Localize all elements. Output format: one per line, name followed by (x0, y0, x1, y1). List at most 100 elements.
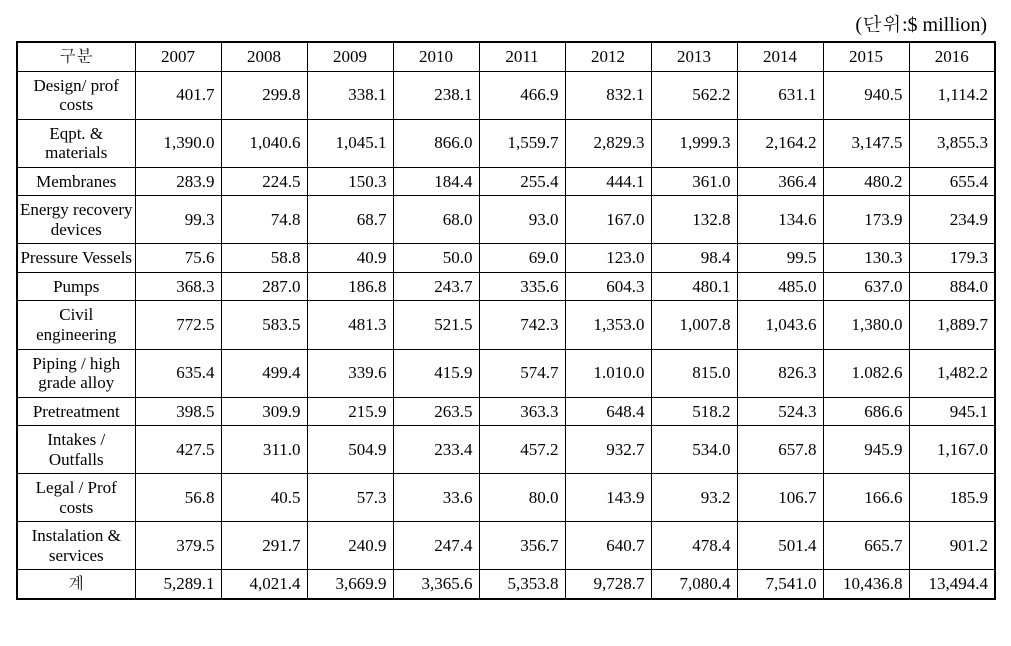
data-cell: 1,167.0 (909, 426, 995, 474)
data-cell: 665.7 (823, 522, 909, 570)
table-row: Civil engineering772.5583.5481.3521.5742… (17, 301, 995, 349)
table-row: Pumps368.3287.0186.8243.7335.6604.3480.1… (17, 272, 995, 301)
data-cell: 361.0 (651, 167, 737, 196)
data-cell: 185.9 (909, 474, 995, 522)
data-cell: 1,040.6 (221, 119, 307, 167)
data-cell: 13,494.4 (909, 570, 995, 599)
data-cell: 401.7 (135, 71, 221, 119)
data-cell: 74.8 (221, 196, 307, 244)
data-cell: 648.4 (565, 397, 651, 426)
data-cell: 686.6 (823, 397, 909, 426)
row-label: Instalation & services (17, 522, 135, 570)
data-cell: 945.1 (909, 397, 995, 426)
header-year: 2016 (909, 42, 995, 71)
data-cell: 69.0 (479, 244, 565, 273)
data-cell: 98.4 (651, 244, 737, 273)
data-cell: 167.0 (565, 196, 651, 244)
header-year: 2012 (565, 42, 651, 71)
data-cell: 562.2 (651, 71, 737, 119)
data-cell: 173.9 (823, 196, 909, 244)
data-cell: 3,365.6 (393, 570, 479, 599)
row-label: Pumps (17, 272, 135, 301)
row-label: Design/ prof costs (17, 71, 135, 119)
data-cell: 1,380.0 (823, 301, 909, 349)
data-cell: 106.7 (737, 474, 823, 522)
row-label: Eqpt. & materials (17, 119, 135, 167)
data-cell: 130.3 (823, 244, 909, 273)
data-cell: 10,436.8 (823, 570, 909, 599)
data-cell: 150.3 (307, 167, 393, 196)
header-year: 2009 (307, 42, 393, 71)
data-cell: 132.8 (651, 196, 737, 244)
data-cell: 339.6 (307, 349, 393, 397)
data-cell: 123.0 (565, 244, 651, 273)
data-cell: 335.6 (479, 272, 565, 301)
table-row: Eqpt. & materials1,390.01,040.61,045.186… (17, 119, 995, 167)
data-cell: 932.7 (565, 426, 651, 474)
data-cell: 398.5 (135, 397, 221, 426)
data-cell: 184.4 (393, 167, 479, 196)
table-row: Instalation & services379.5291.7240.9247… (17, 522, 995, 570)
data-cell: 263.5 (393, 397, 479, 426)
data-cell: 186.8 (307, 272, 393, 301)
row-label: Intakes / Outfalls (17, 426, 135, 474)
row-label: Legal / Prof costs (17, 474, 135, 522)
data-cell: 2,829.3 (565, 119, 651, 167)
data-cell: 427.5 (135, 426, 221, 474)
table-row: Energy recovery devices99.374.868.768.09… (17, 196, 995, 244)
data-cell: 1,045.1 (307, 119, 393, 167)
header-year: 2014 (737, 42, 823, 71)
data-cell: 7,080.4 (651, 570, 737, 599)
data-cell: 480.1 (651, 272, 737, 301)
row-label: Pressure Vessels (17, 244, 135, 273)
data-cell: 238.1 (393, 71, 479, 119)
data-cell: 1,114.2 (909, 71, 995, 119)
header-year: 2015 (823, 42, 909, 71)
data-cell: 504.9 (307, 426, 393, 474)
table-row: Pressure Vessels75.658.840.950.069.0123.… (17, 244, 995, 273)
data-cell: 940.5 (823, 71, 909, 119)
data-cell: 480.2 (823, 167, 909, 196)
data-cell: 3,147.5 (823, 119, 909, 167)
data-cell: 368.3 (135, 272, 221, 301)
data-cell: 1,007.8 (651, 301, 737, 349)
table-row: Membranes283.9224.5150.3184.4255.4444.13… (17, 167, 995, 196)
data-cell: 93.0 (479, 196, 565, 244)
data-cell: 68.7 (307, 196, 393, 244)
data-cell: 635.4 (135, 349, 221, 397)
data-cell: 415.9 (393, 349, 479, 397)
header-year: 2011 (479, 42, 565, 71)
table-row: Pretreatment398.5309.9215.9263.5363.3648… (17, 397, 995, 426)
data-cell: 240.9 (307, 522, 393, 570)
data-cell: 501.4 (737, 522, 823, 570)
data-cell: 40.5 (221, 474, 307, 522)
data-cell: 134.6 (737, 196, 823, 244)
table-row: Intakes / Outfalls427.5311.0504.9233.445… (17, 426, 995, 474)
data-cell: 338.1 (307, 71, 393, 119)
table-row: Piping / high grade alloy635.4499.4339.6… (17, 349, 995, 397)
data-cell: 233.4 (393, 426, 479, 474)
data-cell: 1.082.6 (823, 349, 909, 397)
row-label: Civil engineering (17, 301, 135, 349)
table-row: 계5,289.14,021.43,669.93,365.65,353.89,72… (17, 570, 995, 599)
row-label: Pretreatment (17, 397, 135, 426)
table-row: Design/ prof costs401.7299.8338.1238.146… (17, 71, 995, 119)
header-row: 구분 2007 2008 2009 2010 2011 2012 2013 20… (17, 42, 995, 71)
data-cell: 93.2 (651, 474, 737, 522)
row-label: 계 (17, 570, 135, 599)
data-cell: 604.3 (565, 272, 651, 301)
data-cell: 166.6 (823, 474, 909, 522)
data-cell: 57.3 (307, 474, 393, 522)
data-cell: 1,353.0 (565, 301, 651, 349)
data-cell: 287.0 (221, 272, 307, 301)
data-cell: 243.7 (393, 272, 479, 301)
data-cell: 3,669.9 (307, 570, 393, 599)
header-year: 2013 (651, 42, 737, 71)
data-cell: 478.4 (651, 522, 737, 570)
header-year: 2007 (135, 42, 221, 71)
data-cell: 884.0 (909, 272, 995, 301)
data-cell: 574.7 (479, 349, 565, 397)
data-cell: 291.7 (221, 522, 307, 570)
data-cell: 363.3 (479, 397, 565, 426)
data-cell: 33.6 (393, 474, 479, 522)
